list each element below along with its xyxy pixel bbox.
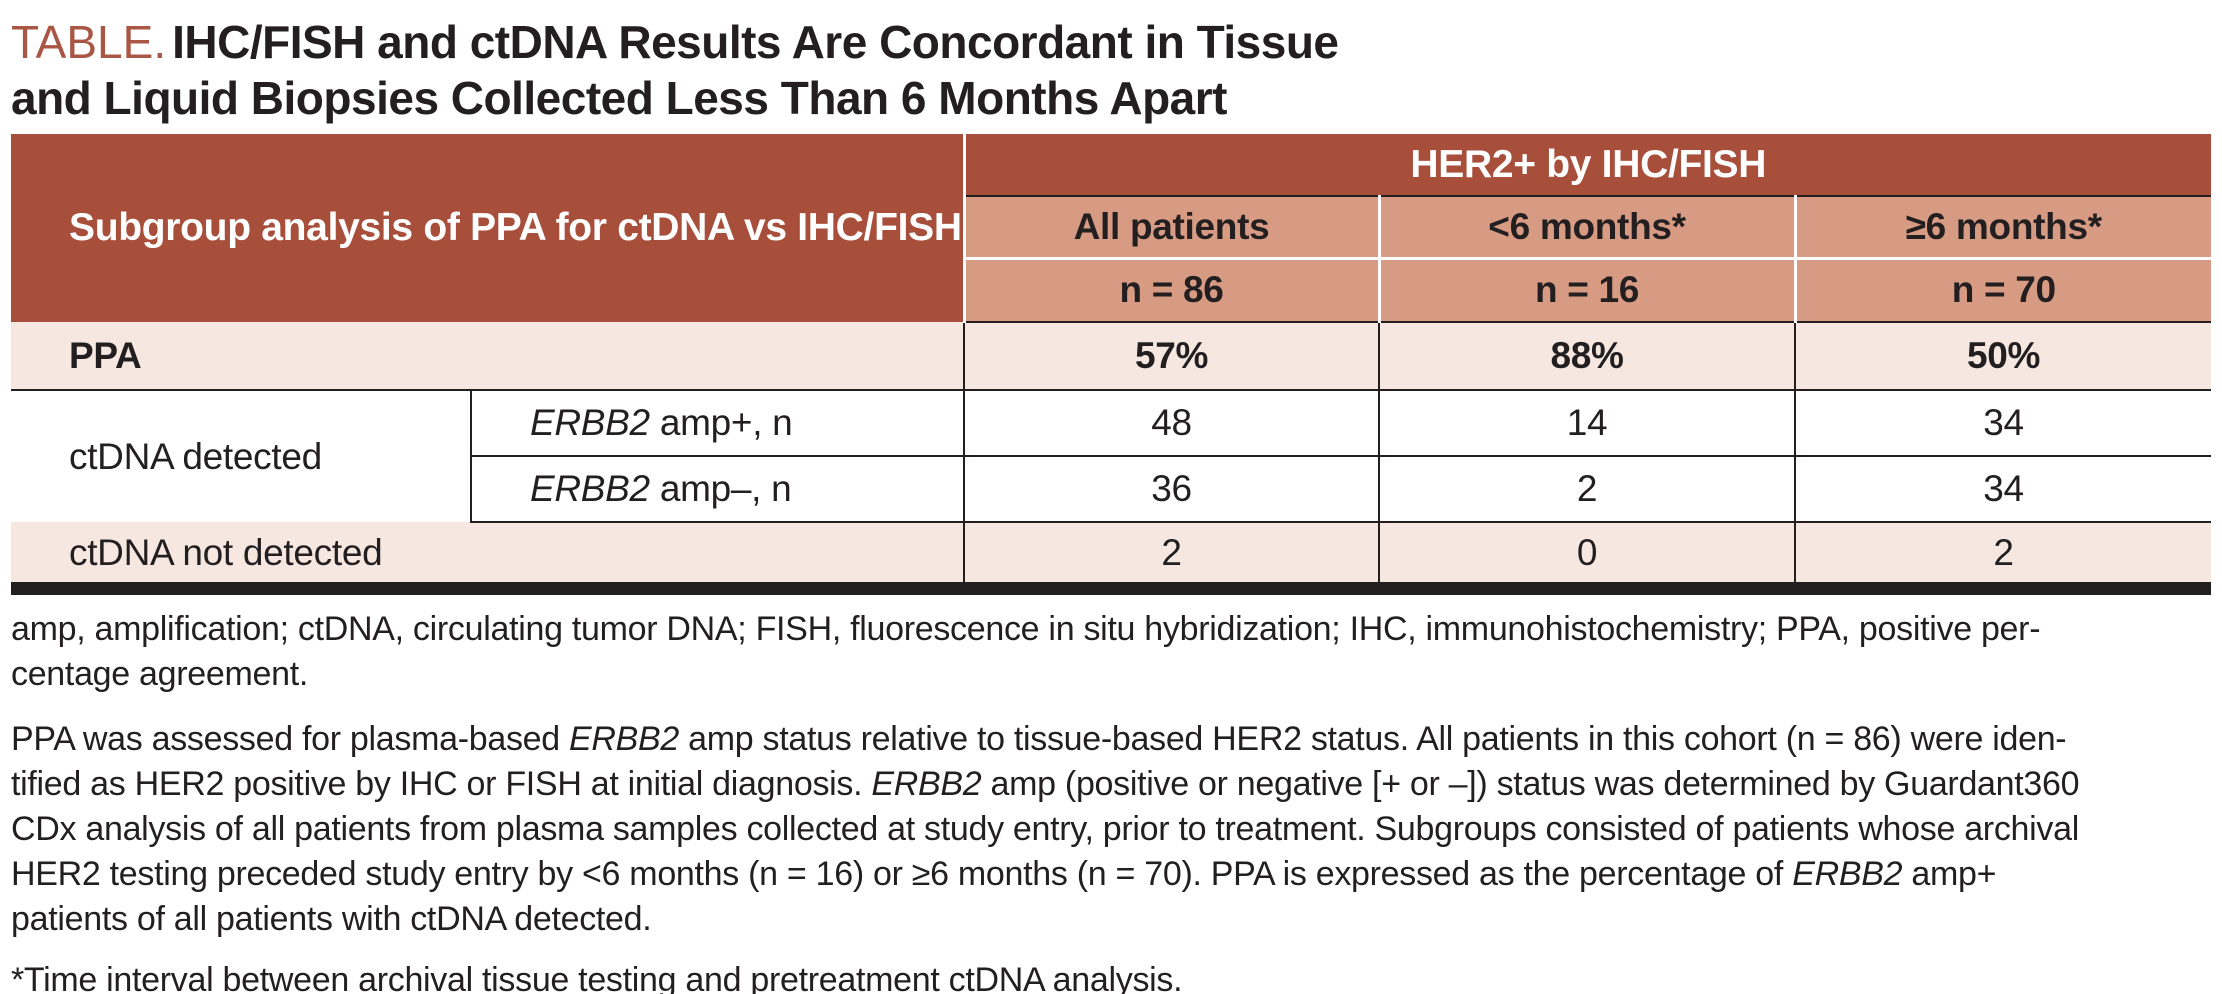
span-header-cell: HER2+ by IHC/FISH — [964, 134, 2212, 197]
text-segment: amp+, n — [649, 402, 793, 443]
amp-pos-value-lt6: 14 — [1378, 390, 1796, 457]
amp-neg-value-all: 36 — [963, 456, 1380, 523]
text-segment: amp (positive or negative [+ or –]) stat… — [981, 765, 2080, 803]
footnote-line: HER2 testing preceded study entry by <6 … — [11, 852, 2211, 897]
stub-header-cell: Subgroup analysis of PPA for ctDNA vs IH… — [11, 134, 966, 322]
results-table: Subgroup analysis of PPA for ctDNA vs IH… — [11, 134, 2212, 582]
amp-neg-value-ge6: 34 — [1794, 456, 2212, 523]
footnote-line: patients of all patients with ctDNA dete… — [11, 897, 2211, 942]
footnote-line: PPA was assessed for plasma-based ERBB2 … — [11, 717, 2211, 762]
col-n-lt6-months: n = 16 — [1377, 258, 1796, 323]
text-segment: ERBB2 — [569, 720, 680, 758]
text-segment: ERBB2 — [530, 402, 650, 443]
table-label: TABLE. — [11, 16, 167, 68]
asterisk-footnote: *Time interval between archival tissue t… — [11, 961, 1183, 994]
text-segment: PPA was assessed for plasma-based — [11, 720, 570, 758]
col-n-ge6-months: n = 70 — [1793, 258, 2212, 323]
title-text-1: IHC/FISH and ctDNA Results Are Concordan… — [172, 16, 1339, 68]
text-segment: ERBB2 — [1792, 855, 1903, 893]
not-detected-value-all: 2 — [963, 522, 1380, 582]
ppa-value-ge6: 50% — [1794, 322, 2212, 391]
text-segment: HER2 testing preceded study entry by <6 … — [11, 855, 1793, 893]
row-label-ctdna-not-detected: ctDNA not detected — [11, 522, 965, 582]
text-segment: ERBB2 — [530, 468, 650, 509]
col-header-ge6-months: ≥6 months* — [1793, 196, 2212, 260]
title-line-1: TABLE. IHC/FISH and ctDNA Results Are Con… — [11, 14, 2211, 70]
not-detected-value-ge6: 2 — [1794, 522, 2212, 582]
title-line-2: and Liquid Biopsies Collected Less Than … — [11, 72, 1228, 124]
footnote-line: centage agreement. — [11, 652, 2211, 697]
not-detected-value-lt6: 0 — [1378, 522, 1796, 582]
row-label-ctdna-detected: ctDNA detected — [11, 390, 471, 522]
row-label-ppa: PPA — [11, 322, 965, 391]
amp-neg-value-lt6: 2 — [1378, 456, 1796, 523]
abbreviations-footnote: amp, amplification; ctDNA, circulating t… — [11, 607, 2211, 697]
row-label-erbb2-amp-pos: ERBB2 amp+, n — [469, 390, 965, 457]
col-n-all-patients: n = 86 — [964, 258, 1380, 323]
ppa-value-all: 57% — [963, 322, 1380, 391]
text-segment: amp+ — [1902, 855, 1997, 893]
footnote-line: amp, amplification; ctDNA, circulating t… — [11, 607, 2211, 652]
ppa-value-lt6: 88% — [1378, 322, 1796, 391]
amp-pos-value-ge6: 34 — [1794, 390, 2212, 457]
col-header-lt6-months: <6 months* — [1377, 196, 1796, 260]
text-segment: ERBB2 — [871, 765, 982, 803]
footnote-line: tified as HER2 positive by IHC or FISH a… — [11, 762, 2211, 807]
text-segment: patients of all patients with ctDNA dete… — [11, 900, 652, 938]
text-segment: centage agreement. — [11, 655, 309, 693]
row-label-erbb2-amp-neg: ERBB2 amp–, n — [469, 456, 965, 523]
table-bottom-border — [11, 582, 2211, 595]
text-segment: tified as HER2 positive by IHC or FISH a… — [11, 765, 872, 803]
text-segment: amp, amplification; ctDNA, circulating t… — [11, 610, 2041, 648]
text-segment: amp–, n — [649, 468, 792, 509]
footnote-line: CDx analysis of all patients from plasma… — [11, 807, 2211, 852]
page-title: TABLE. IHC/FISH and ctDNA Results Are Con… — [11, 14, 2211, 126]
text-segment: CDx analysis of all patients from plasma… — [11, 810, 2079, 848]
methods-footnote: PPA was assessed for plasma-based ERBB2 … — [11, 717, 2211, 942]
amp-pos-value-all: 48 — [963, 390, 1380, 457]
text-segment: amp status relative to tissue-based HER2… — [679, 720, 2067, 758]
col-header-all-patients: All patients — [964, 196, 1380, 260]
